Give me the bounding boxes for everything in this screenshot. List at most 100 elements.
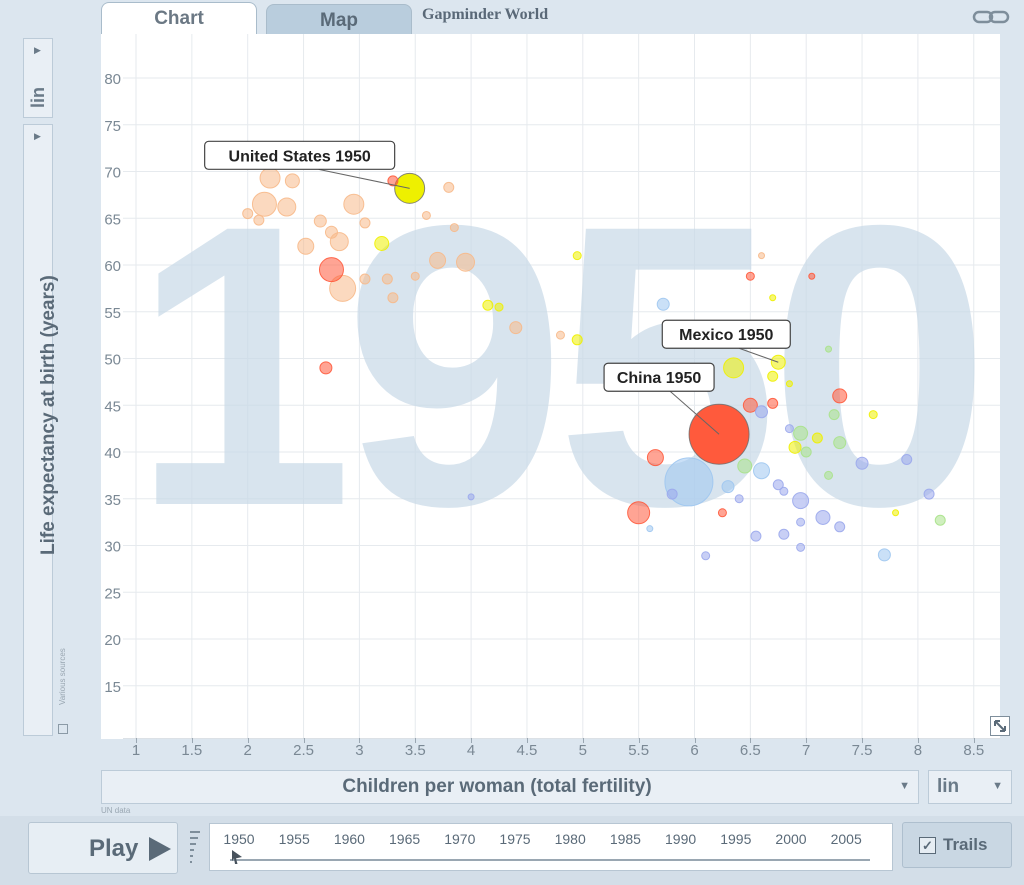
table-icon[interactable] xyxy=(58,724,68,734)
data-point[interactable] xyxy=(824,470,834,480)
data-point[interactable] xyxy=(421,210,431,220)
timeline-year-1960[interactable]: 1960 xyxy=(333,831,365,847)
data-point[interactable] xyxy=(778,528,790,540)
y-axis-selector[interactable]: ▶ Life expectancy at birth (years) xyxy=(23,124,59,736)
data-point[interactable] xyxy=(855,456,869,470)
data-point[interactable] xyxy=(277,197,297,217)
data-point[interactable] xyxy=(449,223,459,233)
timeline-year-1980[interactable]: 1980 xyxy=(554,831,586,847)
y-sources-note[interactable]: Various sources xyxy=(58,648,67,705)
link-icon[interactable] xyxy=(972,9,1010,25)
tab-map[interactable]: Map xyxy=(266,4,412,34)
data-point[interactable] xyxy=(646,525,654,533)
data-point[interactable] xyxy=(359,217,371,229)
data-point[interactable] xyxy=(319,361,333,375)
y-scale-selector[interactable]: ▶ lin xyxy=(23,38,53,118)
timeline-year-1950[interactable]: 1950 xyxy=(223,831,255,847)
data-point[interactable] xyxy=(259,167,281,189)
play-button[interactable]: Play xyxy=(28,822,178,874)
tab-chart[interactable]: Chart xyxy=(101,2,257,34)
x-scale-selector[interactable]: lin ▼ xyxy=(928,770,1012,804)
data-point[interactable] xyxy=(429,251,447,269)
data-point[interactable] xyxy=(934,514,946,526)
data-point[interactable] xyxy=(742,397,758,413)
data-point[interactable] xyxy=(509,321,523,335)
data-point[interactable] xyxy=(737,458,753,474)
data-point[interactable] xyxy=(571,334,583,346)
data-point[interactable] xyxy=(769,294,777,302)
timeline-year-1990[interactable]: 1990 xyxy=(665,831,697,847)
data-point[interactable] xyxy=(825,345,833,353)
data-point[interactable] xyxy=(494,302,504,312)
data-point[interactable] xyxy=(443,181,455,193)
data-point[interactable] xyxy=(808,272,816,280)
timeline-year-1970[interactable]: 1970 xyxy=(444,831,476,847)
data-point[interactable] xyxy=(572,251,582,261)
timeline-thumb[interactable] xyxy=(232,850,242,864)
data-point[interactable] xyxy=(374,235,390,251)
data-point[interactable] xyxy=(456,252,476,272)
data-point[interactable] xyxy=(758,252,766,260)
data-point[interactable] xyxy=(721,480,735,494)
data-point[interactable] xyxy=(868,410,878,420)
timeline-year-1965[interactable]: 1965 xyxy=(389,831,421,847)
data-point[interactable] xyxy=(832,388,848,404)
data-point[interactable] xyxy=(359,273,371,285)
expand-icon[interactable] xyxy=(990,716,1010,736)
data-point[interactable] xyxy=(242,208,254,220)
data-point[interactable] xyxy=(482,299,494,311)
data-point[interactable] xyxy=(779,486,789,496)
x-axis-selector[interactable]: Children per woman (total fertility) ▼ xyxy=(101,770,919,804)
trails-toggle[interactable]: ✓ Trails xyxy=(902,822,1012,868)
data-point[interactable] xyxy=(815,509,831,525)
data-point[interactable] xyxy=(717,508,727,518)
data-point[interactable] xyxy=(800,446,812,458)
data-point[interactable] xyxy=(796,542,806,552)
data-point[interactable] xyxy=(784,424,794,434)
timeline-year-1955[interactable]: 1955 xyxy=(278,831,310,847)
data-point[interactable] xyxy=(834,521,846,533)
timeline-year-1985[interactable]: 1985 xyxy=(609,831,641,847)
data-point[interactable] xyxy=(666,488,678,500)
data-point[interactable] xyxy=(343,193,365,215)
data-point[interactable] xyxy=(467,493,475,501)
data-point[interactable] xyxy=(329,274,357,302)
speed-icon[interactable] xyxy=(186,826,206,870)
data-point[interactable] xyxy=(892,509,900,517)
data-point[interactable] xyxy=(901,453,913,465)
timeline-track[interactable] xyxy=(230,859,870,861)
data-point[interactable] xyxy=(253,214,265,226)
data-point[interactable] xyxy=(796,517,806,527)
data-point[interactable] xyxy=(877,548,891,562)
data-point[interactable] xyxy=(381,273,393,285)
x-sources-note[interactable]: UN data xyxy=(101,806,131,815)
data-point[interactable] xyxy=(785,380,793,388)
data-point[interactable] xyxy=(753,462,771,480)
data-point[interactable] xyxy=(410,271,420,281)
data-point[interactable] xyxy=(833,436,847,450)
data-point[interactable] xyxy=(923,488,935,500)
data-point[interactable] xyxy=(792,492,810,510)
data-point[interactable] xyxy=(387,175,399,187)
data-point[interactable] xyxy=(734,494,744,504)
data-point[interactable] xyxy=(828,409,840,421)
data-point[interactable] xyxy=(772,479,784,491)
data-point[interactable] xyxy=(646,449,664,467)
timeline-year-1995[interactable]: 1995 xyxy=(720,831,752,847)
data-point[interactable] xyxy=(767,370,779,382)
data-point[interactable] xyxy=(723,357,745,379)
data-point[interactable] xyxy=(627,501,651,525)
data-point[interactable] xyxy=(251,191,277,217)
data-point[interactable] xyxy=(755,405,769,419)
timeline-slider[interactable]: 1950 1955 1960 1965 1970 1975 1980 1985 1990 1995… xyxy=(209,823,893,871)
data-point[interactable] xyxy=(313,214,327,228)
data-point[interactable] xyxy=(297,237,315,255)
data-point[interactable] xyxy=(656,297,670,311)
data-point[interactable] xyxy=(793,425,809,441)
data-point[interactable] xyxy=(555,330,565,340)
timeline-year-1975[interactable]: 1975 xyxy=(499,831,531,847)
timeline-year-2000[interactable]: 2000 xyxy=(775,831,807,847)
data-point[interactable] xyxy=(767,397,779,409)
data-point[interactable] xyxy=(387,292,399,304)
timeline-year-2005[interactable]: 2005 xyxy=(830,831,862,847)
